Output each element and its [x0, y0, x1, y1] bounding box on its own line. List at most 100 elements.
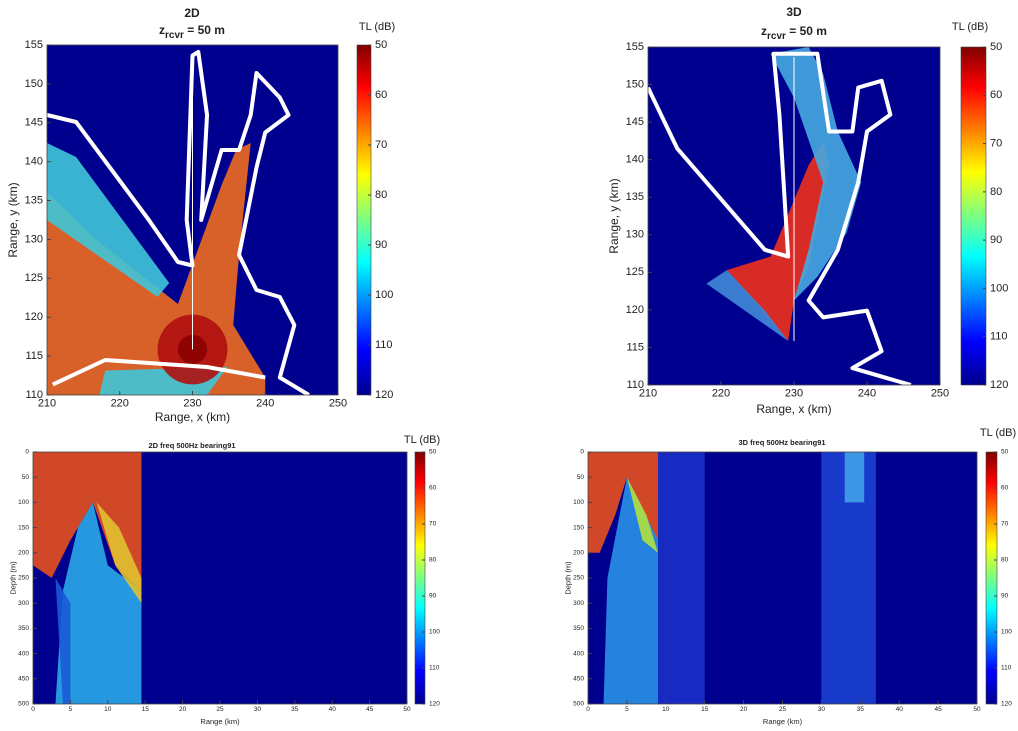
x-tick-label: 240 [256, 398, 274, 410]
x-tick-label: 25 [216, 706, 224, 713]
y-tick-label: 130 [25, 233, 43, 245]
y-tick-label: 500 [573, 701, 584, 708]
x-tick-label: 10 [104, 706, 112, 713]
y-tick-label: 200 [18, 550, 29, 557]
subtitle-subscript: rcvr [165, 30, 184, 41]
colorbar-tick-label: 100 [990, 282, 1008, 294]
x-tick-label: 25 [779, 706, 787, 713]
colorbar-label: TL (dB) [359, 21, 395, 33]
colorbar-label: TL (dB) [980, 427, 1016, 439]
colorbar-tick-label: 50 [990, 41, 1002, 53]
y-tick-label: 115 [626, 341, 644, 353]
x-tick-label: 220 [111, 398, 129, 410]
coastline [51, 358, 266, 387]
y-tick-label: 100 [573, 499, 584, 506]
y-tick-label: 150 [25, 78, 43, 90]
colorbar-tick-label: 120 [990, 379, 1008, 391]
y-tick-label: 120 [626, 304, 644, 316]
x-axis-label: Range (km) [200, 717, 240, 726]
x-axis-label: Range, x (km) [756, 402, 831, 416]
y-tick-label: 300 [18, 600, 29, 607]
x-tick-label: 35 [291, 706, 299, 713]
y-tick-label: 145 [25, 117, 43, 129]
y-tick-label: 125 [626, 266, 644, 278]
x-tick-label: 45 [934, 706, 942, 713]
colorbar-tick-label: 80 [990, 186, 1002, 198]
y-tick-label: 110 [626, 379, 644, 391]
x-tick-label: 40 [329, 706, 337, 713]
colorbar-tick-label: 80 [375, 189, 387, 201]
y-tick-label: 150 [626, 78, 644, 90]
x-axis-label: Range (km) [763, 717, 803, 726]
coastline [46, 50, 310, 397]
colorbar-tick-label: 50 [375, 39, 387, 51]
colorbar-tick-label: 60 [990, 89, 1002, 101]
field-region [844, 452, 865, 503]
y-tick-label: 150 [18, 524, 29, 531]
y-tick-label: 250 [18, 575, 29, 582]
colorbar-tick-label: 100 [429, 629, 440, 636]
y-tick-label: 120 [25, 311, 43, 323]
subtitle-value: = 50 m [184, 23, 225, 37]
chart-subtitle: zrcvr = 50 m [159, 23, 225, 40]
x-tick-label: 20 [179, 706, 187, 713]
y-tick-label: 140 [25, 156, 43, 168]
colorbar-tick-label: 110 [375, 339, 393, 351]
subtitle-symbol: z [159, 23, 165, 37]
y-tick-label: 115 [25, 350, 43, 362]
x-tick-label: 240 [858, 388, 876, 400]
y-axis-label: Range, y (km) [607, 178, 621, 253]
colorbar-tick-label: 90 [990, 234, 1002, 246]
subtitle-value: = 50 m [786, 24, 827, 38]
x-tick-label: 230 [183, 398, 201, 410]
x-tick-label: 10 [662, 706, 670, 713]
y-tick-label: 135 [626, 191, 644, 203]
x-tick-label: 5 [69, 706, 73, 713]
y-tick-label: 50 [577, 474, 585, 481]
x-tick-label: 0 [31, 706, 35, 713]
colorbar-tick-label: 80 [429, 557, 437, 564]
field-region [47, 143, 170, 297]
colorbar [356, 44, 372, 396]
y-tick-label: 50 [22, 474, 30, 481]
x-tick-label: 15 [142, 706, 150, 713]
y-tick-label: 450 [18, 676, 29, 683]
x-tick-label: 40 [896, 706, 904, 713]
field-region [706, 270, 789, 342]
y-tick-label: 250 [573, 575, 584, 582]
y-tick-label: 200 [573, 550, 584, 557]
x-tick-label: 45 [366, 706, 374, 713]
colorbar-tick-label: 50 [429, 449, 437, 456]
x-tick-label: 220 [712, 388, 730, 400]
y-tick-label: 130 [626, 229, 644, 241]
y-axis-label: Depth (m) [563, 561, 572, 595]
x-axis-label: Range, x (km) [155, 410, 230, 424]
x-tick-label: 0 [586, 706, 590, 713]
colorbar-tick-label: 100 [375, 289, 393, 301]
field-region [821, 452, 876, 704]
subtitle-subscript: rcvr [767, 31, 786, 42]
field-region [626, 477, 659, 553]
chart-title: 2D freq 500Hz bearing91 [148, 441, 235, 450]
colorbar-tick-label: 100 [1001, 629, 1012, 636]
field-region [55, 502, 142, 704]
colorbar-tick-label: 50 [1001, 449, 1009, 456]
y-tick-label: 150 [573, 524, 584, 531]
field-region [726, 141, 830, 342]
colorbar-tick-label: 60 [1001, 485, 1009, 492]
colorbar [960, 46, 987, 386]
x-tick-label: 50 [973, 706, 981, 713]
field-region [55, 578, 71, 704]
colorbar-tick-label: 110 [429, 665, 440, 672]
field-region [658, 452, 705, 704]
x-tick-label: 250 [931, 388, 949, 400]
colorbar-tick-label: 80 [1001, 557, 1009, 564]
y-tick-label: 0 [25, 449, 29, 456]
y-tick-label: 0 [580, 449, 584, 456]
chart-title: 3D freq 500Hz bearing91 [738, 438, 825, 447]
colorbar [985, 451, 998, 705]
y-tick-label: 350 [18, 625, 29, 632]
colorbar-tick-label: 70 [375, 139, 387, 151]
colorbar-tick-label: 70 [990, 137, 1002, 149]
